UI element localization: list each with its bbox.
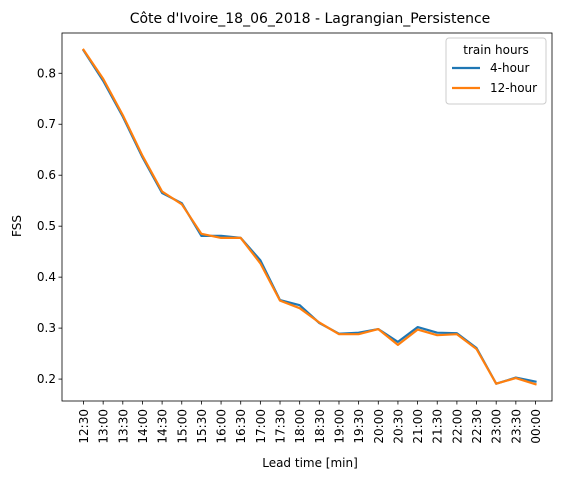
x-tick-label: 20:00 <box>372 409 386 444</box>
y-tick-label: 0.7 <box>37 117 56 131</box>
y-axis-label: FSS <box>10 215 24 237</box>
x-tick-label: 13:00 <box>97 409 111 444</box>
x-axis-label: Lead time [min] <box>262 456 358 470</box>
x-tick-label: 14:00 <box>136 409 150 444</box>
x-tick-label: 22:00 <box>450 409 464 444</box>
y-tick-label: 0.5 <box>37 219 56 233</box>
legend-entry: 4-hour <box>490 61 530 75</box>
x-tick-label: 18:30 <box>313 409 327 444</box>
x-tick-label: 16:30 <box>234 409 248 444</box>
y-tick-label: 0.4 <box>37 270 56 284</box>
plot-area: 0.2 0.3 0.4 0.5 0.6 0.7 0.8 12:30 13:00 13:30 14:0… <box>37 32 553 444</box>
y-tick-label: 0.6 <box>37 168 56 182</box>
x-tick-label: 19:30 <box>352 409 366 444</box>
y-tick-label: 0.8 <box>37 66 56 80</box>
x-tick-label: 17:00 <box>254 409 268 444</box>
legend-title: train hours <box>463 43 528 57</box>
x-tick-label: 14:30 <box>156 409 170 444</box>
x-tick-label: 00:00 <box>529 409 543 444</box>
legend: train hours 4-hour 12-hour <box>445 37 547 105</box>
x-tick-label: 18:00 <box>293 409 307 444</box>
y-tick-label: 0.2 <box>37 372 56 386</box>
y-tick-label: 0.3 <box>37 321 56 335</box>
x-tick-label: 21:00 <box>411 409 425 444</box>
axes-frame <box>61 32 553 402</box>
x-tick-label: 16:00 <box>215 409 229 444</box>
x-tick-label: 20:30 <box>391 409 405 444</box>
x-tick-label: 13:30 <box>116 409 130 444</box>
x-tick-label: 15:00 <box>175 409 189 444</box>
x-tick-label: 23:30 <box>509 409 523 444</box>
series-line-1 <box>81 48 537 386</box>
x-tick-label: 21:30 <box>431 409 445 444</box>
x-tick-label: 12:30 <box>77 409 91 444</box>
legend-entry: 12-hour <box>490 81 537 95</box>
x-tick-label: 17:30 <box>274 409 288 444</box>
x-tick-label: 23:00 <box>490 409 504 444</box>
chart-title: Côte d'Ivoire_18_06_2018 - Lagrangian_Pe… <box>130 11 491 27</box>
x-tick-label: 19:00 <box>332 409 346 444</box>
x-tick-label: 15:30 <box>195 409 209 444</box>
x-tick-label: 22:30 <box>470 409 484 444</box>
